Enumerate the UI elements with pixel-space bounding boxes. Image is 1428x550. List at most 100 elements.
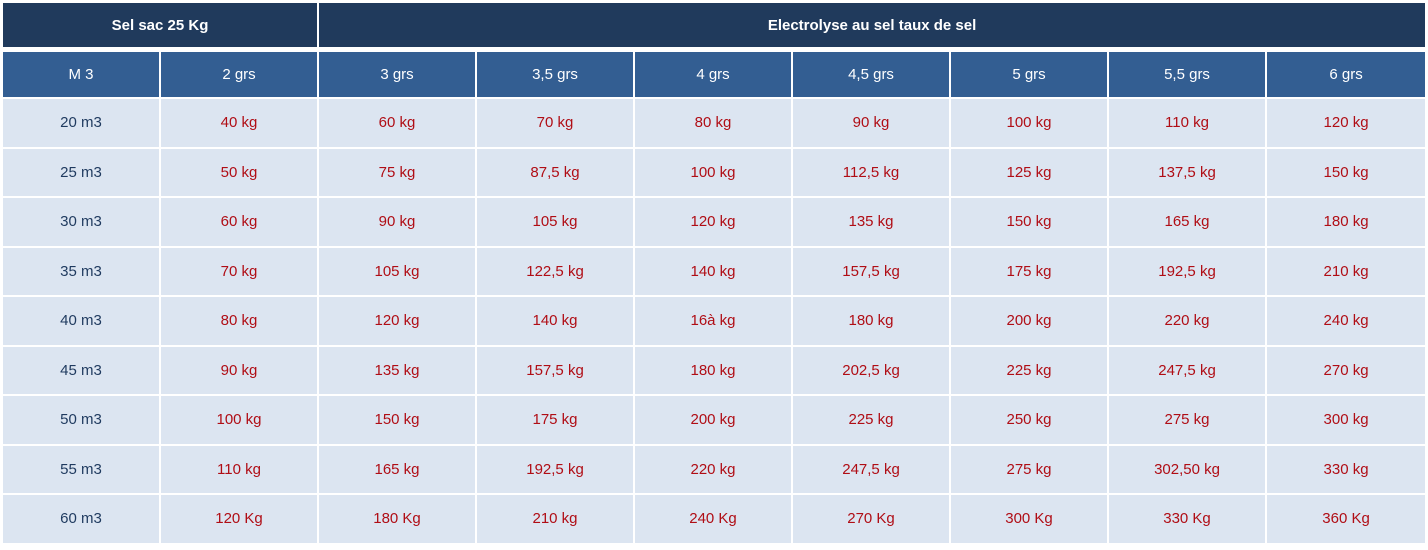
salt-quantity-cell: 192,5 kg bbox=[1109, 247, 1268, 297]
salt-quantity-cell: 122,5 kg bbox=[477, 247, 636, 297]
salt-quantity-cell: 157,5 kg bbox=[477, 346, 636, 396]
salt-quantity-cell: 70 kg bbox=[477, 99, 636, 149]
column-header: 4 grs bbox=[635, 52, 794, 99]
salt-quantity-cell: 150 kg bbox=[319, 396, 478, 446]
salt-quantity-cell: 135 kg bbox=[793, 198, 952, 248]
salt-quantity-cell: 150 kg bbox=[1267, 148, 1426, 198]
salt-quantity-table: Sel sac 25 Kg Electrolyse au sel taux de… bbox=[3, 3, 1426, 545]
salt-quantity-cell: 125 kg bbox=[951, 148, 1110, 198]
salt-quantity-cell: 90 kg bbox=[793, 99, 952, 149]
salt-quantity-cell: 105 kg bbox=[477, 198, 636, 248]
salt-quantity-cell: 302,50 kg bbox=[1109, 445, 1268, 495]
volume-cell: 20 m3 bbox=[3, 99, 161, 149]
salt-quantity-cell: 247,5 kg bbox=[793, 445, 952, 495]
salt-quantity-cell: 210 kg bbox=[477, 495, 636, 545]
salt-quantity-cell: 330 kg bbox=[1267, 445, 1426, 495]
salt-quantity-cell: 140 kg bbox=[635, 247, 794, 297]
salt-quantity-cell: 110 kg bbox=[1109, 99, 1268, 149]
salt-quantity-cell: 220 kg bbox=[635, 445, 794, 495]
column-header: 5,5 grs bbox=[1109, 52, 1268, 99]
table-row: 25 m3 50 kg 75 kg 87,5 kg 100 kg 112,5 kg 125 … bbox=[3, 148, 1426, 198]
salt-quantity-cell: 75 kg bbox=[319, 148, 478, 198]
column-header: 3,5 grs bbox=[477, 52, 636, 99]
salt-quantity-cell: 202,5 kg bbox=[793, 346, 952, 396]
salt-quantity-cell: 180 kg bbox=[793, 297, 952, 347]
table-row: 40 m3 80 kg 120 kg 140 kg 16à kg 180 kg 200 kg… bbox=[3, 297, 1426, 347]
salt-quantity-cell: 165 kg bbox=[319, 445, 478, 495]
salt-quantity-cell: 120 Kg bbox=[161, 495, 320, 545]
salt-quantity-cell: 112,5 kg bbox=[793, 148, 952, 198]
salt-quantity-cell: 70 kg bbox=[161, 247, 320, 297]
salt-quantity-cell: 100 kg bbox=[951, 99, 1110, 149]
column-header-row: M 3 2 grs 3 grs 3,5 grs 4 grs 4,5 grs 5 … bbox=[3, 52, 1426, 99]
volume-cell: 35 m3 bbox=[3, 247, 161, 297]
salt-quantity-cell: 210 kg bbox=[1267, 247, 1426, 297]
salt-quantity-cell: 180 Kg bbox=[319, 495, 478, 545]
column-header: 5 grs bbox=[951, 52, 1110, 99]
table-body: 20 m3 40 kg 60 kg 70 kg 80 kg 90 kg 100 kg 110 … bbox=[3, 99, 1426, 545]
volume-cell: 30 m3 bbox=[3, 198, 161, 248]
salt-quantity-cell: 225 kg bbox=[951, 346, 1110, 396]
salt-quantity-cell: 90 kg bbox=[161, 346, 320, 396]
table-row: 60 m3 120 Kg 180 Kg 210 kg 240 Kg 270 Kg 300 K… bbox=[3, 495, 1426, 545]
salt-quantity-cell: 80 kg bbox=[635, 99, 794, 149]
group-header-row: Sel sac 25 Kg Electrolyse au sel taux de… bbox=[3, 3, 1426, 52]
salt-quantity-cell: 60 kg bbox=[161, 198, 320, 248]
group-header-salt-bag: Sel sac 25 Kg bbox=[3, 3, 320, 52]
table-row: 55 m3 110 kg 165 kg 192,5 kg 220 kg 247,5 kg 2… bbox=[3, 445, 1426, 495]
salt-quantity-cell: 247,5 kg bbox=[1109, 346, 1268, 396]
salt-quantity-cell: 87,5 kg bbox=[477, 148, 636, 198]
salt-quantity-cell: 80 kg bbox=[161, 297, 320, 347]
salt-quantity-cell: 220 kg bbox=[1109, 297, 1268, 347]
salt-quantity-cell: 165 kg bbox=[1109, 198, 1268, 248]
salt-quantity-cell: 50 kg bbox=[161, 148, 320, 198]
table-row: 30 m3 60 kg 90 kg 105 kg 120 kg 135 kg 150 kg 1… bbox=[3, 198, 1426, 248]
salt-quantity-cell: 240 Kg bbox=[635, 495, 794, 545]
salt-quantity-cell: 120 kg bbox=[319, 297, 478, 347]
salt-quantity-cell: 175 kg bbox=[951, 247, 1110, 297]
column-header: 3 grs bbox=[319, 52, 478, 99]
salt-quantity-cell: 60 kg bbox=[319, 99, 478, 149]
volume-cell: 60 m3 bbox=[3, 495, 161, 545]
table-row: 45 m3 90 kg 135 kg 157,5 kg 180 kg 202,5 kg 22… bbox=[3, 346, 1426, 396]
salt-quantity-cell: 300 kg bbox=[1267, 396, 1426, 446]
salt-quantity-cell: 360 Kg bbox=[1267, 495, 1426, 545]
salt-quantity-cell: 275 kg bbox=[951, 445, 1110, 495]
salt-quantity-cell: 192,5 kg bbox=[477, 445, 636, 495]
salt-quantity-cell: 270 kg bbox=[1267, 346, 1426, 396]
volume-cell: 45 m3 bbox=[3, 346, 161, 396]
salt-quantity-cell: 275 kg bbox=[1109, 396, 1268, 446]
salt-quantity-cell: 16à kg bbox=[635, 297, 794, 347]
salt-quantity-cell: 200 kg bbox=[951, 297, 1110, 347]
group-header-electrolysis: Electrolyse au sel taux de sel bbox=[319, 3, 1426, 52]
salt-quantity-cell: 100 kg bbox=[635, 148, 794, 198]
salt-quantity-cell: 180 kg bbox=[635, 346, 794, 396]
salt-quantity-cell: 180 kg bbox=[1267, 198, 1426, 248]
column-header: 6 grs bbox=[1267, 52, 1426, 99]
salt-quantity-cell: 300 Kg bbox=[951, 495, 1110, 545]
salt-quantity-cell: 120 kg bbox=[1267, 99, 1426, 149]
salt-quantity-cell: 135 kg bbox=[319, 346, 478, 396]
salt-quantity-cell: 40 kg bbox=[161, 99, 320, 149]
salt-quantity-cell: 100 kg bbox=[161, 396, 320, 446]
table-row: 20 m3 40 kg 60 kg 70 kg 80 kg 90 kg 100 kg 110 … bbox=[3, 99, 1426, 149]
salt-quantity-cell: 240 kg bbox=[1267, 297, 1426, 347]
volume-cell: 50 m3 bbox=[3, 396, 161, 446]
salt-quantity-cell: 225 kg bbox=[793, 396, 952, 446]
column-header: 2 grs bbox=[161, 52, 320, 99]
column-header: M 3 bbox=[3, 52, 161, 99]
volume-cell: 40 m3 bbox=[3, 297, 161, 347]
salt-quantity-cell: 250 kg bbox=[951, 396, 1110, 446]
salt-quantity-cell: 200 kg bbox=[635, 396, 794, 446]
column-header: 4,5 grs bbox=[793, 52, 952, 99]
table-row: 35 m3 70 kg 105 kg 122,5 kg 140 kg 157,5 kg 17… bbox=[3, 247, 1426, 297]
salt-quantity-cell: 330 Kg bbox=[1109, 495, 1268, 545]
salt-quantity-cell: 140 kg bbox=[477, 297, 636, 347]
salt-quantity-cell: 110 kg bbox=[161, 445, 320, 495]
salt-quantity-cell: 270 Kg bbox=[793, 495, 952, 545]
salt-quantity-cell: 90 kg bbox=[319, 198, 478, 248]
salt-quantity-cell: 120 kg bbox=[635, 198, 794, 248]
salt-quantity-cell: 137,5 kg bbox=[1109, 148, 1268, 198]
salt-quantity-cell: 105 kg bbox=[319, 247, 478, 297]
salt-quantity-cell: 150 kg bbox=[951, 198, 1110, 248]
